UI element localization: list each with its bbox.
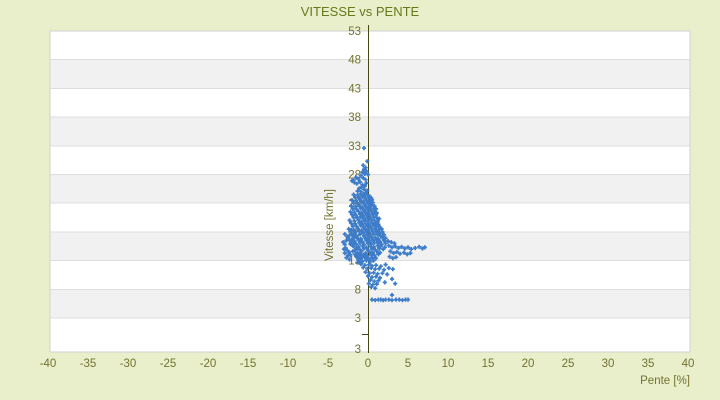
x-tick-label: -30 (120, 358, 137, 370)
plot-stripe (50, 88, 690, 118)
plot-stripe (50, 31, 690, 60)
x-tick-label: 5 (405, 358, 411, 370)
y-tick-label: 33 (348, 141, 361, 153)
chart-title: VITESSE vs PENTE (300, 4, 420, 19)
x-tick-label: -25 (160, 358, 177, 370)
x-tick-label: 15 (482, 358, 495, 370)
x-tick-label: -20 (200, 358, 217, 370)
y-tick-label: 38 (348, 112, 361, 124)
plot-stripe (50, 117, 690, 146)
y-tick-label: 48 (348, 55, 361, 67)
x-tick-label: 20 (522, 358, 535, 370)
scatter-points (341, 146, 427, 303)
y-tick-label: 43 (348, 83, 361, 95)
plot-border (49, 30, 691, 353)
plot-stripe (50, 318, 690, 352)
y-tick-label: 53 (348, 26, 361, 38)
x-tick-label: -15 (240, 358, 257, 370)
x-tick-label: 30 (602, 358, 615, 370)
x-axis-title: Pente [%] (640, 375, 690, 387)
x-tick-label: -10 (280, 358, 297, 370)
x-tick-label: 35 (642, 358, 655, 370)
x-tick-label: -5 (323, 358, 333, 370)
x-tick-label: 10 (442, 358, 455, 370)
y-tick-label: 8 (355, 284, 361, 296)
plot-stripe (50, 145, 690, 175)
x-tick-label: 25 (562, 358, 575, 370)
plot-stripe (50, 289, 690, 318)
y-tick-label: 3 (355, 313, 361, 325)
x-tick-label: -35 (80, 358, 97, 370)
x-tick-label: 40 (682, 358, 695, 370)
y-axis-bottom-label: 3 (355, 344, 361, 356)
x-tick-label: 0 (365, 358, 371, 370)
y-axis-title: Vitesse [km/h] (324, 189, 336, 261)
x-tick-label: -40 (40, 358, 57, 370)
plot-stripe (50, 59, 690, 89)
